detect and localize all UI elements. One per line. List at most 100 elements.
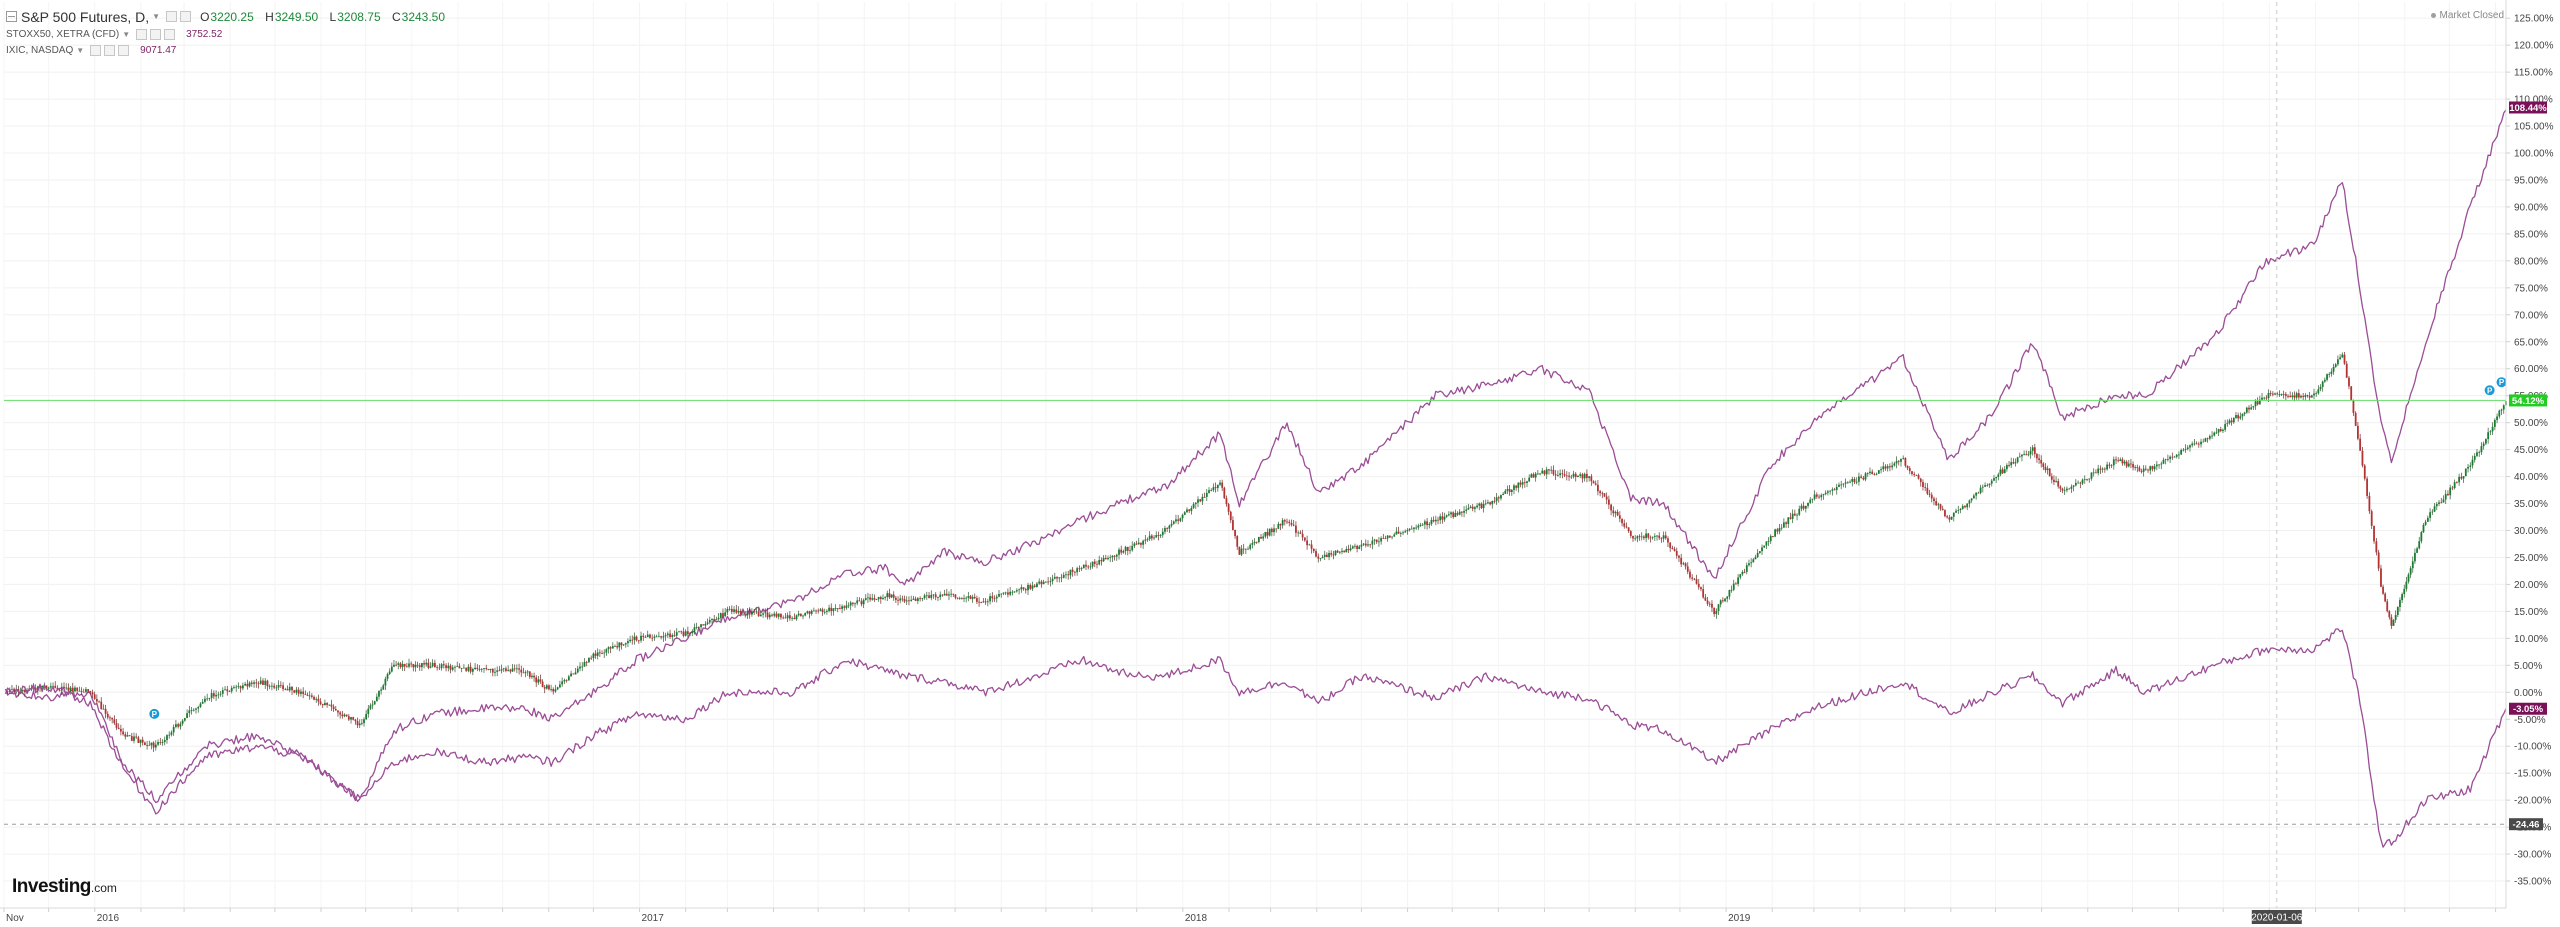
- candle-body: [2447, 493, 2449, 496]
- candle-body: [1096, 563, 1098, 565]
- candle-body: [2151, 466, 2154, 470]
- candle-body: [1748, 563, 1750, 566]
- y-tick-label: -30.00%: [2514, 850, 2551, 861]
- candle-body: [1334, 550, 1337, 555]
- candle-body: [1201, 496, 1204, 502]
- candle-body: [378, 690, 380, 697]
- candle-body: [2055, 481, 2057, 482]
- settings-icon[interactable]: [104, 44, 116, 56]
- candle-body: [1864, 473, 1867, 480]
- event-marker-icon: [2483, 384, 2496, 397]
- y-tick-label: 70.00%: [2514, 310, 2548, 321]
- candle-body: [875, 599, 878, 601]
- candle-body: [2359, 438, 2362, 451]
- candle-body: [708, 620, 711, 623]
- candle-body: [102, 708, 105, 710]
- candle-body: [1721, 600, 1724, 602]
- candle-body: [2112, 459, 2115, 466]
- candle-body: [1787, 517, 1790, 524]
- candle-body: [1767, 541, 1770, 542]
- candle-body: [691, 631, 694, 634]
- candle-body: [221, 690, 224, 694]
- remove-icon[interactable]: [180, 11, 192, 22]
- candle-body: [980, 602, 983, 604]
- dropdown-caret-icon[interactable]: ▼: [152, 12, 161, 21]
- candle-body: [332, 706, 335, 709]
- candle-body: [65, 687, 68, 689]
- candle-body: [2057, 481, 2060, 487]
- collapse-icon[interactable]: [6, 11, 17, 22]
- candle-body: [1404, 531, 1407, 533]
- candle-body: [1367, 544, 1369, 546]
- candle-body: [1695, 579, 1698, 584]
- candle-body: [971, 596, 974, 599]
- remove-icon[interactable]: [118, 44, 130, 56]
- candle-body: [2304, 395, 2307, 397]
- candle-body: [908, 600, 910, 602]
- dropdown-caret-icon[interactable]: ▼: [122, 29, 131, 39]
- legend-row-ixic[interactable]: IXIC, NASDAQ ▼ 9071.47: [6, 42, 453, 58]
- candle-body: [2330, 371, 2333, 374]
- y-tick-label: 25.00%: [2514, 553, 2548, 564]
- candle-body: [2435, 503, 2438, 507]
- candle-body: [1647, 533, 1650, 538]
- candle-body: [1807, 502, 1809, 506]
- visibility-icon[interactable]: [90, 44, 102, 56]
- candle-body: [1306, 540, 1308, 546]
- price-badge: [2509, 394, 2547, 407]
- candle-body: [1423, 521, 1426, 525]
- candle-body: [494, 671, 496, 673]
- crosshair-y-label: -24.46: [2513, 820, 2540, 831]
- settings-icon[interactable]: [166, 11, 178, 22]
- candle-body: [730, 608, 733, 612]
- candle-body: [664, 635, 667, 637]
- brand-name: Investing: [12, 876, 91, 897]
- candle-body: [1301, 533, 1304, 538]
- legend-main-row[interactable]: S&P 500 Futures, D, ▼ O3220.25 H3249.50 …: [6, 8, 453, 25]
- candle-body: [1497, 497, 1500, 499]
- candle-body: [1349, 548, 1352, 551]
- candle-body: [489, 668, 492, 670]
- candle-body: [598, 652, 601, 654]
- candle-body: [815, 610, 817, 612]
- legend-row-stoxx[interactable]: STOXX50, XETRA (CFD) ▼ 3752.52: [6, 26, 453, 42]
- visibility-icon[interactable]: [136, 28, 148, 40]
- candle-body: [2418, 541, 2421, 549]
- candle-body: [367, 708, 370, 714]
- candle-body: [371, 704, 374, 706]
- remove-icon[interactable]: [164, 28, 176, 40]
- candle-body: [1605, 496, 1608, 500]
- candle-body: [989, 596, 991, 602]
- candle-body: [2061, 488, 2064, 491]
- candle-body: [892, 594, 895, 598]
- candle-body: [637, 640, 640, 642]
- candle-body: [1926, 487, 1929, 494]
- candle-body: [2027, 454, 2030, 456]
- candle-body: [830, 607, 833, 612]
- candle-body: [1297, 532, 1300, 534]
- candle-body: [2357, 425, 2359, 439]
- candle-body: [851, 602, 854, 604]
- dropdown-caret-icon[interactable]: ▼: [76, 45, 85, 55]
- candle-body: [1758, 551, 1761, 553]
- candle-body: [2173, 456, 2176, 458]
- candle-body: [777, 613, 780, 617]
- candle-body: [1347, 548, 1350, 551]
- candle-body: [775, 613, 778, 617]
- candle-body: [1214, 487, 1217, 489]
- candle-body: [1651, 536, 1654, 538]
- settings-icon[interactable]: [150, 28, 162, 40]
- candle-body: [583, 661, 586, 667]
- candle-body: [662, 636, 665, 638]
- candle-body: [1778, 528, 1781, 532]
- candle-body: [250, 682, 253, 684]
- candle-body: [130, 736, 133, 741]
- candle-body: [2250, 407, 2253, 410]
- candle-body: [78, 690, 81, 692]
- candle-body: [356, 721, 359, 726]
- candle-body: [1649, 537, 1652, 539]
- candle-body: [653, 636, 656, 638]
- candle-body: [2469, 465, 2472, 467]
- candle-body: [1216, 484, 1219, 489]
